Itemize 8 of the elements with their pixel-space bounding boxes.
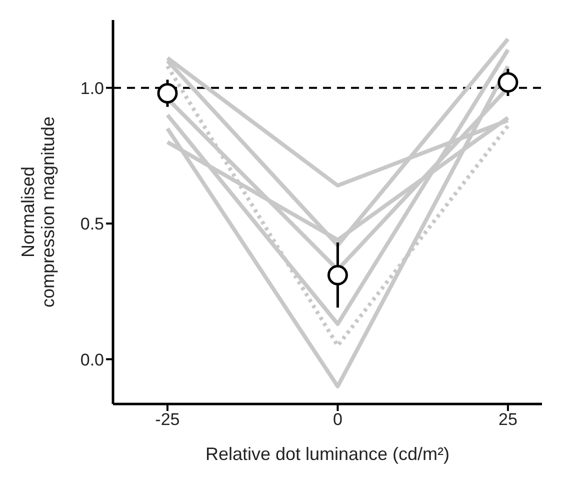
y-tick-label: 0.5 bbox=[80, 214, 104, 234]
x-axis-title: Relative dot luminance (cd/m²) bbox=[205, 444, 450, 464]
x-tick-label: 25 bbox=[498, 410, 518, 430]
x-tick-label: 0 bbox=[332, 410, 342, 430]
y-tick-label: 0.0 bbox=[80, 350, 104, 370]
y-tick-label: 1.0 bbox=[80, 78, 104, 98]
x-tick-label: -25 bbox=[155, 410, 180, 430]
y-axis-title: Normalised compression magnitude bbox=[18, 116, 58, 308]
